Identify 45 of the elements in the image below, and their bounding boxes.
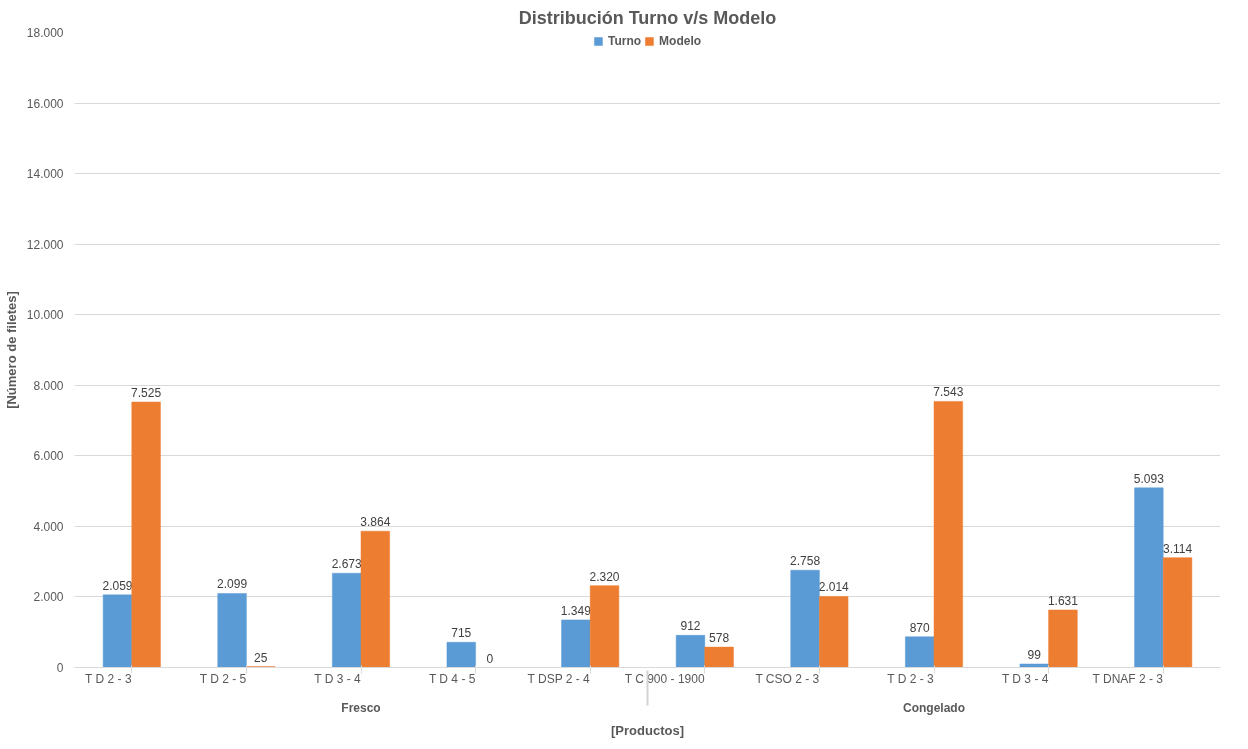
y-tick-label: 8.000 [33,378,64,393]
x-tick-label: T D 4 - 5 [428,671,476,686]
data-label: 2.059 [102,578,133,593]
text: Fresco [341,700,381,715]
data-label: 99 [1027,648,1042,663]
y-tick-label: 14.000 [26,167,64,182]
y-tick-label: 10.000 [26,308,64,323]
data-label: 715 [451,626,472,641]
x-axis-title: [Productos] [611,722,684,738]
data-label: 25 [254,650,268,665]
data-label: 3.114 [1162,541,1193,556]
data-label: 912 [680,619,701,634]
x-tick-label: T D 3 - 4 [1001,671,1049,686]
data-label: 5.093 [1133,471,1165,486]
y-tick-label: 0 [56,661,64,675]
data-label: 0 [486,651,494,666]
x-tick-label: T C 900 - 1900 [624,671,705,686]
data-label: 578 [709,631,730,646]
data-label: 7.525 [131,386,162,401]
chart-title: Distribución Turno v/s Modelo [518,7,777,28]
x-tick-label: T DSP 2 - 4 [527,671,591,686]
data-label: 1.631 [1047,593,1079,608]
legend-label: Turno [607,34,642,48]
x-tick-label: T D 3 - 4 [314,671,362,686]
data-label: 7.543 [933,385,964,400]
y-tick-label: 18.000 [26,26,64,40]
data-label: 2.320 [589,569,620,584]
legend-label: Modelo [659,34,702,48]
y-tick-label: 2.000 [33,590,64,605]
y-tick-label: 6.000 [33,449,64,464]
y-axis-title: [Número de filetes] [3,291,19,409]
data-label: 2.673 [331,557,363,572]
x-tick-label: T CSO 2 - 3 [755,671,820,686]
x-tick-label: T D 2 - 5 [199,671,247,686]
data-label: 3.864 [360,515,391,530]
data-label: 870 [909,620,931,635]
x-tick-label: T D 2 - 3 [887,671,935,686]
x-tick-label: T DNAF 2 - 3 [1092,671,1164,686]
text: Congelado [903,700,965,715]
x-tick-label: T D 2 - 3 [85,671,132,686]
y-tick-label: 12.000 [26,237,64,252]
y-tick-label: 4.000 [33,519,64,534]
y-tick-label: 16.000 [26,96,64,111]
data-label: 2.099 [217,577,248,592]
data-label: 2.758 [790,554,821,569]
